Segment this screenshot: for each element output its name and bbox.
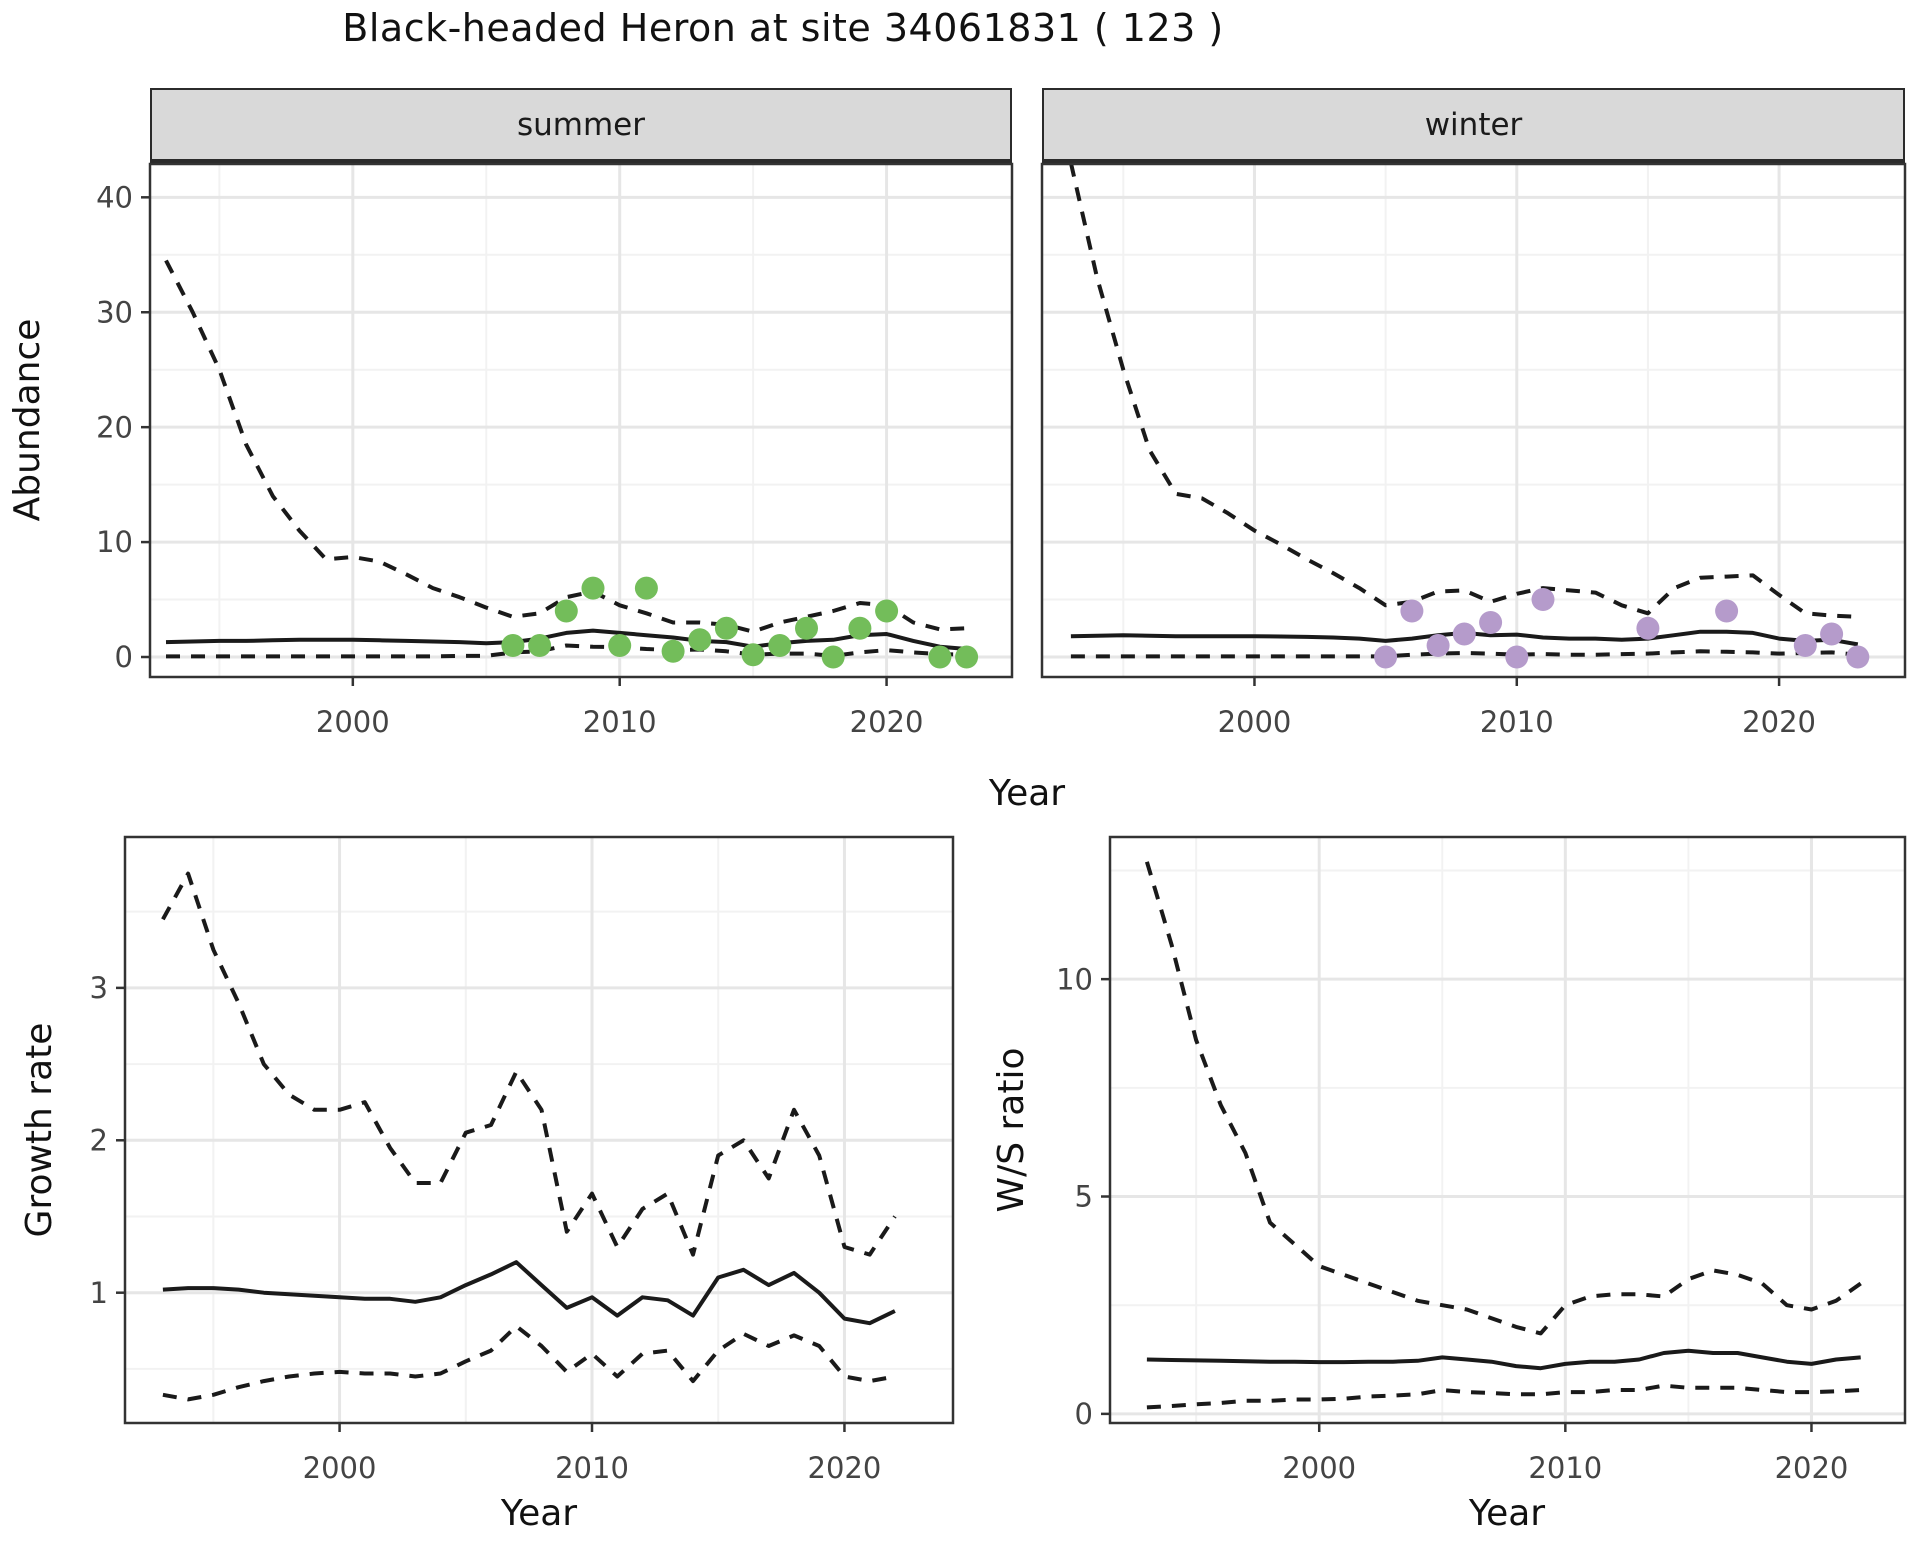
x-tick-label: 2010: [583, 705, 657, 739]
y-tick-label: 3: [90, 971, 108, 1005]
x-tick-label: 2020: [808, 1451, 882, 1485]
y-tick-label: 10: [1056, 962, 1093, 996]
x-axis-label-year-top: Year: [988, 773, 1066, 814]
data-point-summer: [955, 645, 979, 669]
x-tick-label: 2000: [1282, 1451, 1356, 1485]
x-tick-label: 2010: [1528, 1451, 1602, 1485]
x-tick-label: 2000: [316, 705, 390, 739]
x-tick-label: 2020: [1742, 705, 1816, 739]
x-tick-label: 2000: [1218, 705, 1292, 739]
data-point-winter: [1715, 599, 1739, 623]
data-point-winter: [1531, 588, 1555, 611]
y-tick-label: 1: [90, 1276, 108, 1310]
y-tick-label: 0: [1075, 1397, 1093, 1431]
data-point-winter: [1793, 634, 1817, 657]
series-upper_dashed: [164, 259, 967, 634]
series-upper_dashed: [161, 871, 897, 1257]
data-point-summer: [875, 599, 899, 623]
y-axis-label-abundance: Abundance: [7, 318, 48, 522]
data-point-summer: [528, 634, 552, 657]
data-point-winter: [1452, 622, 1476, 646]
data-point-summer: [714, 616, 738, 640]
series-median_solid: [165, 628, 967, 651]
facet-strip-summer-label: summer: [516, 106, 645, 143]
data-point-summer: [821, 645, 845, 669]
data-point-summer: [581, 576, 605, 600]
facet-strip-winter-label: winter: [1424, 106, 1523, 143]
y-tick-label: 10: [96, 525, 133, 559]
data-point-summer: [554, 599, 578, 623]
data-point-summer: [501, 634, 525, 657]
x-tick-label: 2010: [1480, 705, 1554, 739]
series-lower_dashed: [162, 1324, 896, 1402]
y-tick-label: 30: [96, 295, 133, 329]
panel-summer: 2000 2010 2020 0 10 20 30 40: [96, 162, 1014, 739]
series-median_solid: [162, 1260, 896, 1326]
data-point-summer: [634, 576, 658, 600]
x-axis-label-year-bottom-right: Year: [1468, 1493, 1546, 1534]
y-tick-label: 5: [1075, 1180, 1093, 1214]
data-point-winter: [1426, 634, 1450, 657]
panel-growth: 2000 2010 2020 1 2 3: [90, 835, 955, 1485]
series-lower_dashed: [166, 643, 967, 659]
data-point-winter: [1400, 599, 1424, 623]
data-point-winter: [1636, 616, 1660, 640]
y-tick-label: 40: [96, 180, 133, 214]
series-upper_dashed: [1069, 164, 1858, 619]
data-point-summer: [608, 634, 632, 657]
y-axis-label-ws-ratio: W/S ratio: [991, 1047, 1032, 1213]
data-point-summer: [795, 616, 818, 640]
y-tick-label: 2: [90, 1123, 108, 1157]
data-point-winter: [1479, 611, 1503, 634]
x-tick-label: 2000: [303, 1451, 377, 1485]
panel-winter: 2000 2010 2020: [1040, 162, 1907, 739]
x-tick-label: 2010: [555, 1451, 629, 1485]
data-point-summer: [741, 643, 765, 667]
series-lower_dashed: [1146, 1383, 1861, 1410]
data-point-winter: [1846, 645, 1870, 669]
data-point-winter: [1820, 622, 1844, 646]
y-tick-label: 20: [96, 410, 133, 444]
series-upper_dashed: [1144, 861, 1862, 1336]
series-median_solid: [1146, 1348, 1861, 1371]
facet-strip-winter: winter: [1042, 88, 1905, 164]
data-point-winter: [1374, 645, 1398, 669]
x-tick-label: 2020: [850, 705, 924, 739]
data-point-summer: [928, 645, 952, 669]
panel-ws: 2000 2010 2020 0 5 10: [1056, 835, 1907, 1485]
facet-strip-summer: summer: [150, 88, 1012, 164]
chart-title: Black-headed Heron at site 34061831 ( 12…: [342, 6, 1224, 50]
data-point-winter: [1505, 645, 1529, 669]
data-point-summer: [768, 634, 792, 657]
x-axis-label-year-bottom-left: Year: [500, 1493, 578, 1534]
data-point-summer: [848, 616, 872, 640]
y-axis-label-growth-rate: Growth rate: [19, 1022, 60, 1238]
data-point-summer: [661, 639, 685, 663]
y-tick-label: 0: [115, 640, 133, 674]
series-lower_dashed: [1070, 649, 1858, 659]
x-tick-label: 2020: [1775, 1451, 1849, 1485]
data-point-summer: [688, 628, 712, 652]
